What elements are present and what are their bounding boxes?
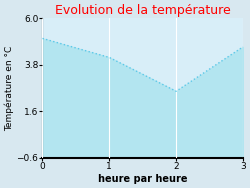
X-axis label: heure par heure: heure par heure xyxy=(98,174,188,184)
Y-axis label: Température en °C: Température en °C xyxy=(4,45,14,131)
Title: Evolution de la température: Evolution de la température xyxy=(55,4,231,17)
